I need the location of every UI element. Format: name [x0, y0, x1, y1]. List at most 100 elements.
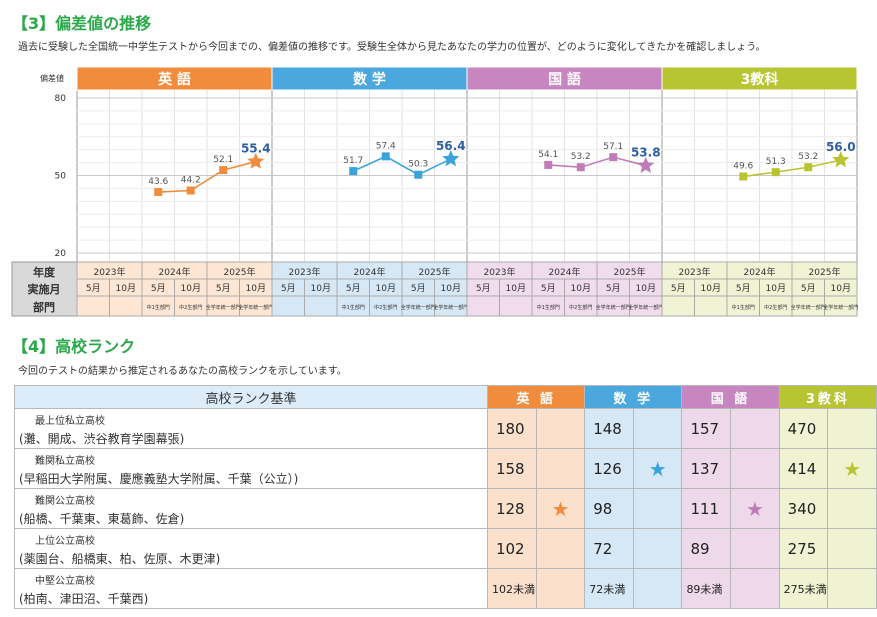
rank-value: 72未満 — [584, 568, 634, 609]
month-label: 10月 — [571, 283, 591, 294]
rank-examples: (薬園台、船橋東、柏、佐原、木更津) — [19, 552, 221, 566]
point-value-label: 53.2 — [571, 152, 591, 162]
point-value-label: 44.2 — [181, 175, 201, 185]
rank-row: 難関私立高校 (早稲田大学附属、慶應義塾大学附属、千葉（公立）) 158 126 ★ 13… — [14, 448, 877, 489]
division-label: 中1生部門 — [732, 304, 755, 311]
subject-header-label: 国 語 — [548, 71, 581, 88]
subject-header-label: 数 学 — [353, 71, 386, 88]
rank-row: 難関公立高校 (船橋、千葉東、東葛飾、佐倉) 128 ★ 98 111 ★ 340 — [14, 488, 877, 529]
y-axis-label: 偏差値 — [40, 73, 64, 83]
rank-star-cell — [535, 568, 586, 609]
rank-star-cell — [535, 408, 586, 449]
point-value-label: 43.6 — [148, 177, 168, 187]
rank-name-cell: 難関公立高校 (船橋、千葉東、東葛飾、佐倉) — [14, 488, 488, 529]
point-value-label: 52.1 — [213, 155, 233, 165]
point-value-label: 57.1 — [603, 142, 623, 152]
rank-name-cell: 最上位私立高校 (灘、開成、渋谷教育学園幕張) — [14, 408, 488, 449]
latest-star-marker — [637, 156, 655, 173]
rank-row: 上位公立高校 (薬園台、船橋東、柏、佐原、木更津) 102 72 89 275 — [14, 528, 877, 569]
rank-name-cell: 難関私立高校 (早稲田大学附属、慶應義塾大学附属、千葉（公立）) — [14, 448, 488, 489]
rank-star-cell: ★ — [730, 488, 780, 529]
rank-star-cell — [827, 408, 877, 449]
rank-value: 102 — [486, 528, 537, 569]
latest-star-marker — [832, 151, 850, 168]
point-marker — [414, 170, 423, 179]
latest-value-label: 55.4 — [241, 142, 271, 156]
rank-name-cell: 上位公立高校 (薬園台、船橋東、柏、佐原、木更津) — [14, 528, 488, 569]
month-label: 5月 — [346, 283, 361, 294]
month-label: 5月 — [151, 283, 166, 294]
series-line — [743, 159, 841, 178]
division-label: 中2生部門 — [569, 304, 592, 311]
rank-star-cell: ★ — [535, 488, 586, 529]
star-icon: ★ — [648, 456, 667, 481]
section3-description: 過去に受験した全国統一中学生テストから今回までの、偏差値の推移です。受験生全体か… — [18, 42, 766, 53]
division-label: 全学年統一部門 — [823, 304, 858, 311]
row-label-year: 年度 — [33, 265, 56, 279]
latest-value-label: 56.4 — [436, 139, 466, 153]
rank-value: 340 — [778, 488, 829, 529]
year-label: 2023年 — [94, 266, 126, 278]
y-tick-label: 20 — [55, 249, 67, 259]
point-value-label: 51.3 — [766, 157, 786, 167]
month-label: 5月 — [216, 283, 231, 294]
rank-value: 158 — [486, 448, 537, 489]
point-marker — [576, 163, 585, 172]
year-label: 2025年 — [224, 266, 256, 278]
rank-star-cell — [730, 528, 780, 569]
section4-title: 【4】高校ランク — [12, 337, 136, 356]
rank-value: 126 — [584, 448, 634, 489]
division-label: 全学年統一部門 — [628, 304, 663, 311]
rank-star-cell — [730, 568, 780, 609]
year-label: 2024年 — [549, 266, 581, 278]
point-marker — [154, 188, 163, 197]
point-marker — [609, 153, 618, 162]
point-value-label: 54.1 — [538, 150, 558, 160]
series-line — [548, 156, 646, 169]
series-line — [352, 155, 452, 176]
y-tick-label: 80 — [55, 94, 67, 104]
month-label: 10月 — [181, 283, 201, 294]
star-icon: ★ — [551, 496, 570, 521]
rank-star-cell — [632, 488, 683, 529]
month-label: 5月 — [281, 283, 296, 294]
latest-star-marker — [247, 152, 265, 169]
y-tick-label: 50 — [55, 172, 67, 182]
rank-table: 高校ランク基準 英 語 数 学 国 語 3教科 最上位私立高校 (灘、開成、渋谷教… — [14, 385, 877, 609]
subject-header-label: 英 語 — [157, 71, 191, 88]
subject-header-total: 3教科 — [778, 385, 877, 409]
division-label: 全学年統一部門 — [401, 304, 436, 311]
rank-value: 72 — [584, 528, 634, 569]
point-marker — [739, 172, 748, 181]
month-label: 5月 — [606, 283, 621, 294]
division-label: 全学年統一部門 — [433, 304, 468, 311]
division-label: 中1生部門 — [537, 304, 560, 311]
point-marker — [186, 186, 195, 195]
month-label: 10月 — [701, 283, 721, 294]
division-label: 中2生部門 — [764, 304, 787, 311]
point-marker — [381, 152, 390, 161]
month-label: 5月 — [541, 283, 556, 294]
point-marker — [804, 163, 813, 172]
rank-star-cell — [827, 568, 877, 609]
rank-value: 89未満 — [681, 568, 732, 609]
year-label: 2025年 — [419, 266, 451, 278]
rank-value: 275 — [778, 528, 829, 569]
rank-star-cell — [827, 488, 877, 529]
year-label: 2024年 — [354, 266, 386, 278]
month-label: 10月 — [376, 283, 396, 294]
division-label: 全学年統一部門 — [596, 304, 631, 311]
rank-value: 111 — [681, 488, 732, 529]
rank-name: 中堅公立高校 — [35, 576, 95, 587]
rank-examples: (柏南、津田沼、千葉西) — [19, 592, 149, 606]
rank-value: 102未満 — [486, 568, 537, 609]
month-label: 10月 — [246, 283, 266, 294]
rank-value: 137 — [681, 448, 732, 489]
month-label: 5月 — [476, 283, 491, 294]
rank-name: 難関公立高校 — [35, 496, 95, 507]
rank-star-cell: ★ — [827, 448, 877, 489]
row-label-month: 実施月 — [28, 282, 61, 296]
year-label: 2023年 — [679, 266, 711, 278]
division-label: 全学年統一部門 — [238, 304, 273, 311]
